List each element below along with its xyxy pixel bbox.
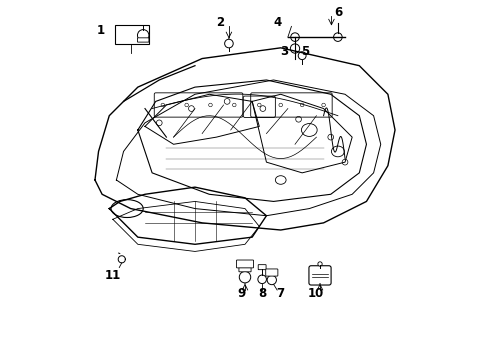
Bar xyxy=(115,24,148,44)
Text: 3: 3 xyxy=(280,45,288,58)
Circle shape xyxy=(291,33,299,41)
FancyBboxPatch shape xyxy=(258,265,266,270)
Text: 8: 8 xyxy=(258,287,266,300)
Text: 11: 11 xyxy=(105,269,121,282)
Circle shape xyxy=(298,52,306,60)
FancyBboxPatch shape xyxy=(237,260,253,268)
Circle shape xyxy=(318,262,322,266)
Text: 10: 10 xyxy=(308,287,324,300)
Circle shape xyxy=(291,44,300,53)
Text: 4: 4 xyxy=(273,16,281,29)
Circle shape xyxy=(138,30,149,41)
FancyBboxPatch shape xyxy=(138,38,149,42)
Circle shape xyxy=(258,275,267,284)
Text: 1: 1 xyxy=(96,24,104,37)
Circle shape xyxy=(239,271,251,283)
Text: 7: 7 xyxy=(277,287,285,300)
Text: 6: 6 xyxy=(334,6,342,19)
Text: 9: 9 xyxy=(237,287,245,300)
Circle shape xyxy=(267,275,276,285)
FancyBboxPatch shape xyxy=(239,267,251,272)
FancyBboxPatch shape xyxy=(266,269,278,276)
Text: 5: 5 xyxy=(301,45,309,58)
Circle shape xyxy=(334,33,342,41)
Text: 2: 2 xyxy=(216,15,224,28)
FancyBboxPatch shape xyxy=(309,266,331,285)
Circle shape xyxy=(224,39,233,48)
